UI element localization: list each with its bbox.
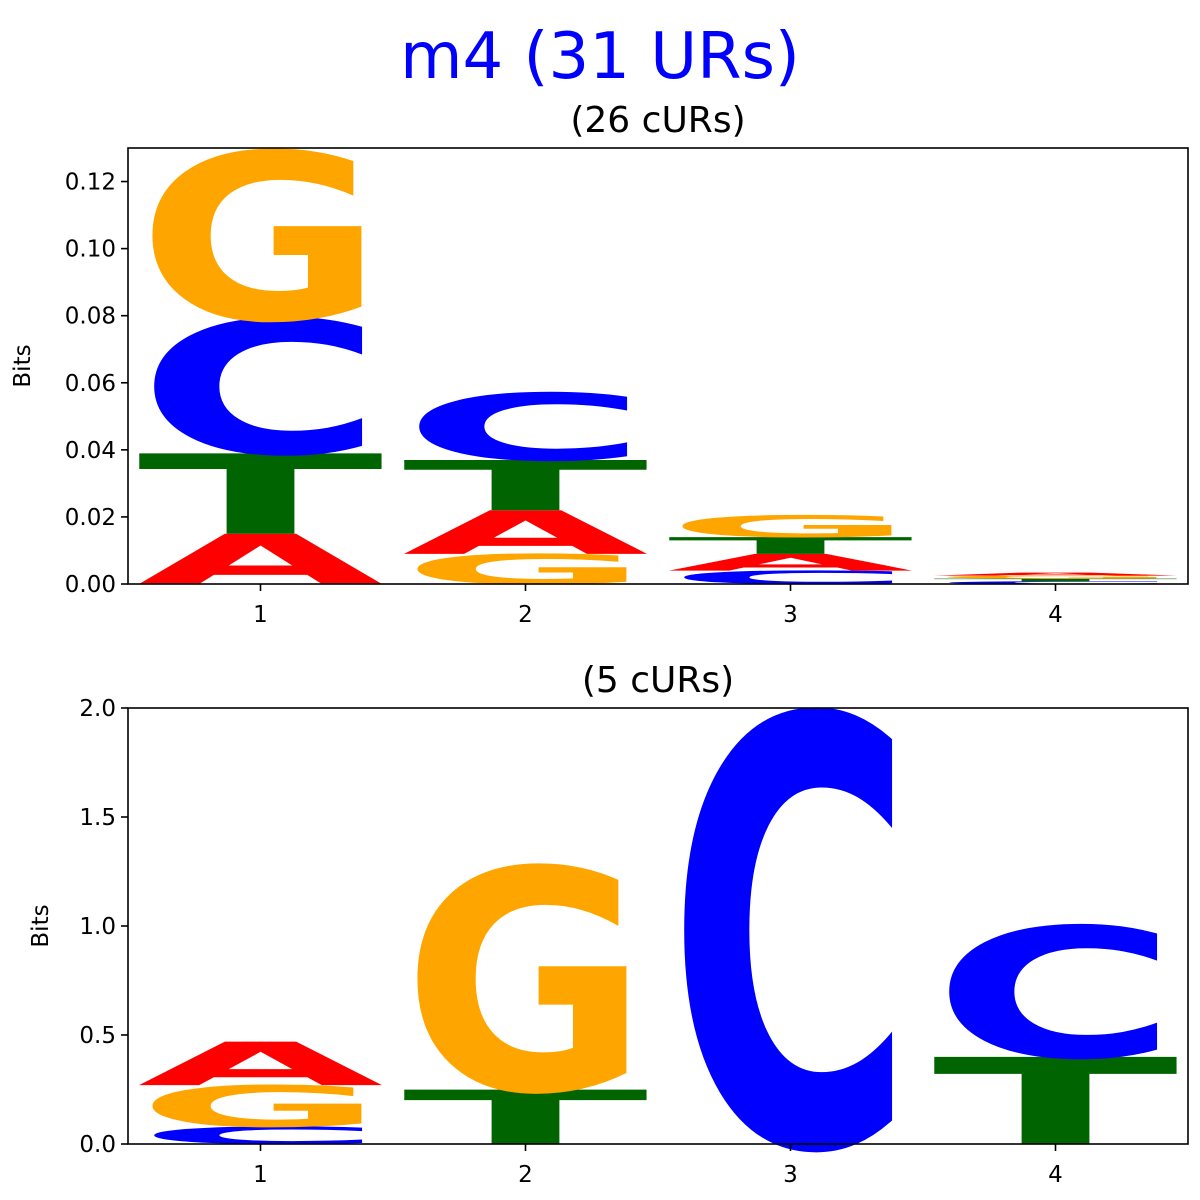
y-tick-label: 0.5 xyxy=(79,1023,116,1049)
logo-letter-t: T xyxy=(933,578,1179,582)
x-tick-label: 4 xyxy=(1048,602,1063,628)
x-tick-label: 1 xyxy=(253,1162,268,1188)
panel-title: (26 cURs) xyxy=(570,100,745,141)
y-tick-label: 1.0 xyxy=(79,914,116,940)
y-tick-label: 0.04 xyxy=(65,438,116,464)
logo-letter-a: A xyxy=(933,572,1179,577)
x-tick-label: 2 xyxy=(518,1162,533,1188)
y-tick-label: 0.08 xyxy=(65,304,116,330)
logo-letter-t: T xyxy=(668,533,914,560)
y-axis-label: Bits xyxy=(28,904,54,947)
y-tick-label: 1.5 xyxy=(79,805,116,831)
logo-letter-t: T xyxy=(403,1075,651,1162)
y-tick-label: 0.0 xyxy=(79,1132,116,1158)
logo-letter-g: G xyxy=(668,509,914,544)
logo-letter-c: C xyxy=(138,283,384,497)
figure-title: m4 (31 URs) xyxy=(400,20,800,94)
logo-letter-t: T xyxy=(933,1034,1181,1173)
x-tick-label: 2 xyxy=(518,602,533,628)
logo-letter-g: G xyxy=(138,106,384,374)
y-tick-label: 0.10 xyxy=(65,237,116,263)
logo-letter-c: C xyxy=(933,581,1179,585)
y-tick-label: 0.06 xyxy=(65,371,116,397)
logo-panel-top: (26 cURs)BitsATCGGATCCATGCTGA0.000.020.0… xyxy=(10,100,1189,628)
y-axis-label: Bits xyxy=(10,344,36,387)
logo-letter-a: A xyxy=(138,1030,384,1099)
panel-title: (5 cURs) xyxy=(582,660,734,701)
logo-letter-c: C xyxy=(403,375,649,482)
plot-frame xyxy=(127,147,1189,585)
y-tick-label: 0.02 xyxy=(65,505,116,531)
x-tick-label: 1 xyxy=(253,602,268,628)
logo-letter-g: G xyxy=(403,808,649,1162)
logo-letter-g: G xyxy=(933,575,1179,580)
y-tick-label: 2.0 xyxy=(79,696,116,722)
logo-letter-a: A xyxy=(403,498,649,567)
logo-letter-t: T xyxy=(403,447,651,527)
x-tick-label: 4 xyxy=(1048,1162,1063,1188)
logo-letter-c: C xyxy=(933,891,1179,1099)
logo-letter-c: C xyxy=(668,567,914,588)
logo-letter-c: C xyxy=(668,598,914,1200)
logo-letter-t: T xyxy=(138,432,386,560)
x-tick-label: 3 xyxy=(783,602,798,628)
y-tick-label: 0.12 xyxy=(65,170,116,196)
logo-letter-g: G xyxy=(138,1074,384,1140)
x-tick-label: 3 xyxy=(783,1162,798,1188)
logo-letter-a: A xyxy=(668,549,914,576)
y-tick-label: 0.00 xyxy=(65,572,116,598)
